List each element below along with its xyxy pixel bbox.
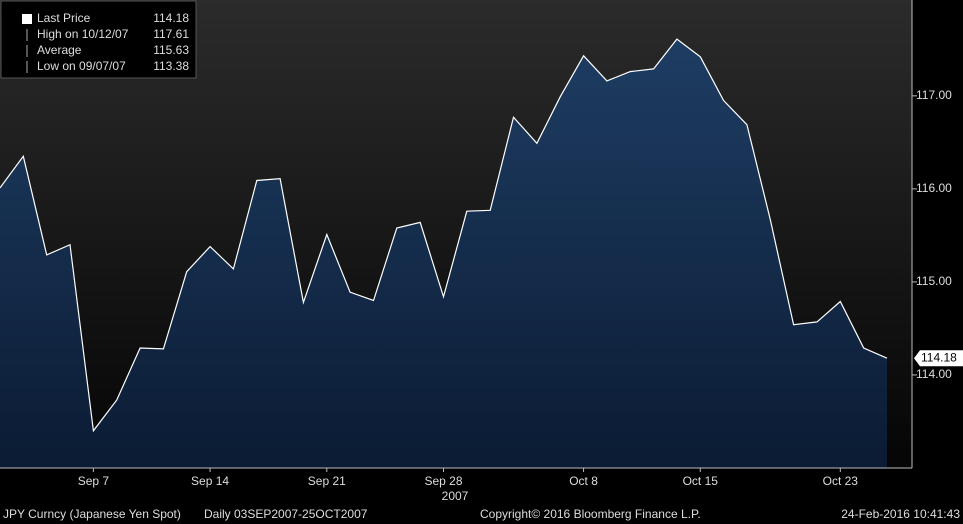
legend-swatch	[22, 14, 32, 24]
legend-label: Low on 09/07/07	[37, 59, 126, 73]
legend-label: Last Price	[37, 11, 91, 25]
footer-timestamp: 24-Feb-2016 10:41:43	[841, 507, 960, 521]
line	[0, 38, 888, 433]
footer-copyright: Copyright© 2016 Bloomberg Finance L.P.	[480, 507, 701, 521]
legend-value: 114.18	[153, 11, 189, 25]
x-tick-label: Oct 8	[569, 474, 598, 488]
legend-value: 113.38	[153, 59, 189, 73]
legend-box	[0, 0, 197, 79]
x-tick-label: Oct 15	[683, 474, 719, 488]
y-tick-label: 115.00	[916, 274, 952, 288]
x-tick-label: Oct 23	[823, 474, 859, 488]
last-value-label: 114.18	[921, 350, 957, 364]
x-tick-label: Sep 28	[424, 474, 462, 488]
legend-label: Average	[37, 43, 82, 57]
y-tick-label: 116.00	[916, 181, 952, 195]
last-value-box	[914, 350, 963, 367]
legend-value: 117.61	[153, 27, 189, 41]
y-tick-label: 117.00	[916, 88, 952, 102]
y-tick-label: 114.00	[916, 367, 952, 381]
footer-range: Daily 03SEP2007-25OCT2007	[204, 507, 368, 521]
year-label: 2007	[442, 489, 469, 503]
x-tick-label: Sep 7	[78, 474, 110, 488]
footer-security: JPY Curncy (Japanese Yen Spot)	[3, 507, 181, 521]
area	[0, 39, 887, 468]
legend-value: 115.63	[153, 43, 189, 57]
x-tick-label: Sep 21	[308, 474, 346, 488]
x-tick-label: Sep 14	[191, 474, 229, 488]
legend-label: High on 10/12/07	[37, 27, 129, 41]
